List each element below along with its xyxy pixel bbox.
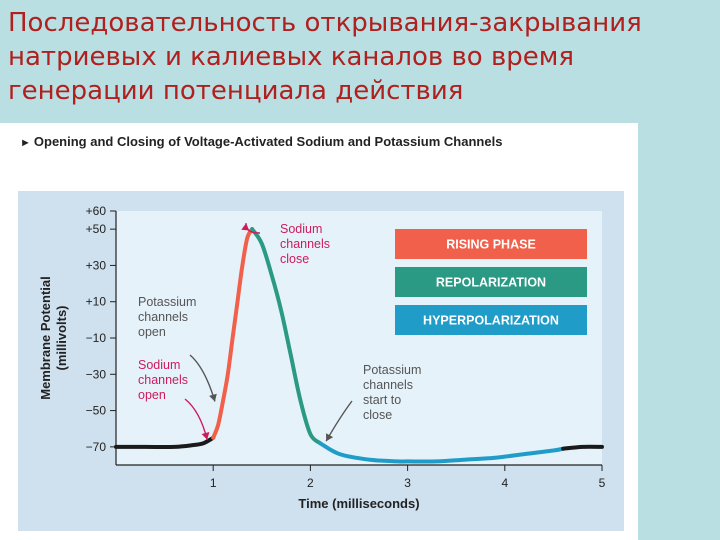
annotation-line: Sodium (280, 222, 322, 236)
slide-title: Последовательность открывания-закрывания… (8, 6, 708, 108)
y-tick-label: −30 (86, 367, 107, 381)
series-line-resting (561, 444, 604, 451)
annotation-line: Sodium (138, 358, 180, 372)
series-line-rising (211, 227, 255, 440)
x-tick-label: 1 (210, 476, 217, 490)
legend-swatch (395, 305, 587, 335)
legend-label: HYPERPOLARIZATION (423, 314, 559, 328)
annotation-arrowhead (201, 432, 210, 440)
annotation-arrowhead (241, 223, 250, 231)
figure-caption-text: Opening and Closing of Voltage-Activated… (33, 134, 503, 149)
series-line-hyperpolarization (318, 441, 566, 464)
legend-label: RISING PHASE (446, 238, 536, 252)
action-potential-chart: +60 +50 +30 +10 −10 −30 −50 −70 1 2 3 4 5 Time (milli… (18, 191, 624, 531)
x-tick-label: 3 (404, 476, 411, 490)
annotation-text: Potassium channels open (138, 295, 196, 339)
annotation-line: start to (363, 393, 401, 407)
x-axis-label: Time (milliseconds) (298, 496, 419, 511)
legend-swatch (395, 267, 587, 297)
annotation-line: close (363, 408, 392, 422)
figure-panel: ► Opening and Closing of Voltage-Activate… (0, 123, 638, 540)
annotation-arrowhead (326, 433, 334, 442)
y-axis-label-line: Membrane Potential (38, 276, 53, 400)
annotation-text: Sodium channels open (138, 358, 188, 402)
caption-marker: ► (20, 137, 31, 149)
slide-title-line-3: генерации потенциала действия (8, 76, 464, 106)
y-tick-label: +30 (86, 258, 107, 272)
y-tick-label: +60 (86, 204, 107, 218)
y-tick-label: −50 (86, 404, 107, 418)
annotation-line: close (280, 252, 309, 266)
legend-label: REPOLARIZATION (436, 276, 546, 290)
y-axis-label-line: (millivolts) (54, 305, 69, 370)
annotation-line: channels (138, 373, 188, 387)
slide-title-line-1: Последовательность открывания-закрывания (8, 8, 642, 38)
legend-swatch (395, 229, 587, 259)
annotation-line: channels (280, 237, 330, 251)
slide-title-line-2: натриевых и калиевых каналов во время (8, 42, 575, 72)
x-tick-label: 4 (501, 476, 508, 490)
series-line-repolarization (250, 227, 323, 446)
y-tick-label: +10 (86, 295, 107, 309)
annotation-line: Potassium (138, 295, 196, 309)
y-axis-label: Membrane Potential(millivolts) (38, 276, 69, 400)
x-tick-label: 2 (307, 476, 314, 490)
annotation-arrowhead (209, 393, 217, 402)
figure-caption: ► Opening and Closing of Voltage-Activate… (20, 134, 502, 149)
y-tick-label: −70 (86, 440, 107, 454)
annotation-line: Potassium (363, 363, 421, 377)
annotation-text: Sodium channels close (280, 222, 330, 266)
annotation-line: channels (363, 378, 413, 392)
annotation-line: open (138, 325, 166, 339)
y-tick-label: −10 (86, 331, 107, 345)
x-tick-label: 5 (599, 476, 606, 490)
series-line-resting (114, 435, 216, 450)
annotation-line: open (138, 388, 166, 402)
annotation-text: Potassium channels start to close (363, 363, 421, 422)
y-tick-label: +50 (86, 222, 107, 236)
annotation-line: channels (138, 310, 188, 324)
